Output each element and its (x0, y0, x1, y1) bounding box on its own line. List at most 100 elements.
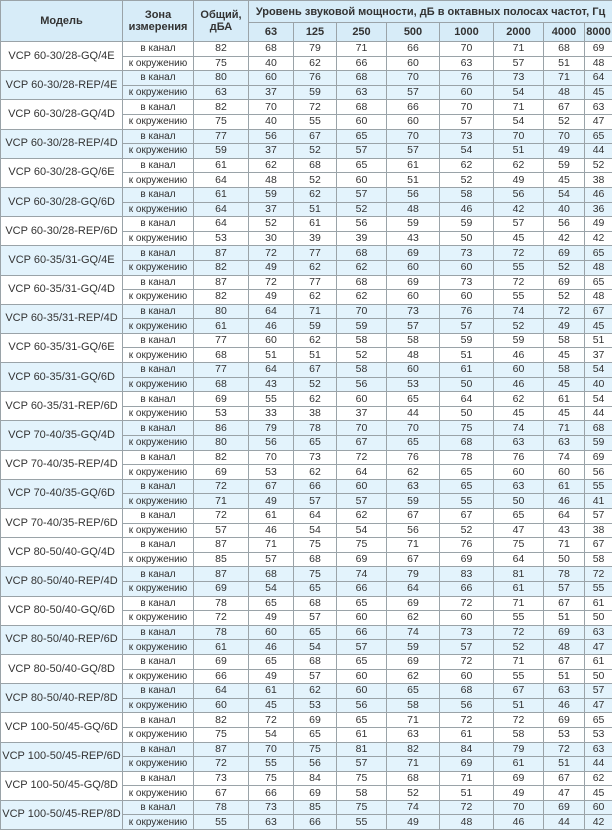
band-250-cell: 60 (336, 172, 387, 188)
total-dba-cell: 77 (193, 362, 249, 378)
band-125-cell: 66 (293, 478, 337, 495)
model-cell: VCP 80-50/40-GQ/8D (0, 653, 123, 685)
band-63-cell: 65 (248, 653, 294, 670)
table-header: Модель Зона измерения Общий, дБА Уровень… (0, 0, 612, 42)
band-125-cell: 75 (293, 566, 337, 582)
band-63-cell: 55 (248, 756, 294, 772)
band-4000-cell: 45 (543, 405, 585, 422)
band-63-cell: 63 (248, 814, 294, 830)
zone-cell: в канал (122, 712, 194, 728)
zone-cell: в канал (122, 653, 194, 670)
total-dba-cell: 87 (193, 245, 249, 261)
band-125-cell: 39 (293, 230, 337, 247)
zone-cell: в канал (122, 741, 194, 758)
band-125-cell: 65 (293, 435, 337, 451)
band-63-cell: 49 (248, 259, 294, 276)
band-2000-cell: 54 (493, 84, 544, 101)
table-row: к окружению 85 57 68 69 67 69 64 50 58 (1, 551, 612, 568)
total-dba-cell: 77 (193, 128, 249, 145)
band-2000-cell: 70 (493, 128, 544, 145)
band-4000-cell: 46 (543, 493, 585, 509)
band-500-cell: 56 (386, 186, 440, 203)
band-63-cell: 46 (248, 318, 294, 334)
band-8000-cell: 69 (583, 41, 612, 57)
band-8000-cell: 40 (583, 376, 612, 393)
band-500-cell: 62 (386, 610, 440, 626)
zone-cell: в канал (122, 303, 194, 320)
band-8000-cell: 65 (583, 712, 612, 728)
model-cell: VCP 60-30/28-GQ/6E (0, 157, 123, 188)
total-dba-cell: 80 (193, 435, 249, 451)
band-125-cell: 79 (293, 41, 337, 57)
band-125-cell: 54 (293, 522, 337, 539)
band-125-cell: 68 (293, 653, 337, 670)
band-63-cell: 73 (248, 799, 294, 816)
model-cell: VCP 60-30/28-REP/4E (0, 70, 123, 101)
total-dba-cell: 69 (193, 580, 249, 597)
band-8000-cell: 67 (583, 303, 612, 320)
band-4000-cell: 51 (543, 55, 585, 72)
band-63-cell: 40 (248, 113, 294, 130)
band-8000-cell: 65 (583, 128, 612, 145)
band-2000-cell: 70 (493, 799, 544, 816)
band-2000-cell: 72 (493, 624, 544, 641)
band-250-cell: 65 (336, 712, 387, 728)
band-250-cell: 60 (336, 668, 387, 685)
band-63-cell: 70 (248, 449, 294, 466)
table-row: к окружению 53 33 38 37 44 50 45 45 44 (1, 405, 612, 422)
band-500-cell: 71 (386, 756, 440, 772)
band-63-cell: 65 (248, 595, 294, 612)
model-cell: VCP 80-50/40-REP/8D (0, 683, 123, 714)
zone-cell: в канал (122, 99, 194, 115)
band-8000-cell: 45 (583, 318, 612, 334)
band-1000-cell: 52 (439, 172, 494, 188)
band-4000-cell: 56 (543, 216, 585, 232)
band-125-cell: 52 (293, 143, 337, 159)
total-dba-cell: 63 (193, 84, 249, 101)
band-2000-cell: 55 (493, 668, 544, 685)
band-63-cell: 49 (248, 289, 294, 305)
band-2000-cell: 58 (493, 726, 544, 743)
band-8000-cell: 50 (583, 610, 612, 626)
band-500-cell: 67 (386, 508, 440, 524)
band-500-cell: 58 (386, 332, 440, 349)
table-row: к окружению 80 56 65 67 65 68 63 63 59 (1, 435, 612, 451)
band-1000-cell: 61 (439, 362, 494, 378)
band-250-cell: 60 (336, 113, 387, 130)
band-2000-cell: 46 (493, 347, 544, 364)
band-4000-cell: 72 (543, 741, 585, 758)
band-250-cell: 58 (336, 362, 387, 378)
model-cell: VCP 60-30/28-GQ/4D (0, 99, 123, 130)
zone-cell: к окружению (122, 143, 194, 159)
model-cell: VCP 100-50/45-REP/6D (0, 741, 123, 772)
zone-cell: к окружению (122, 318, 194, 334)
band-250-cell: 37 (336, 405, 387, 422)
band-250-cell: 57 (336, 186, 387, 203)
band-4000-cell: 48 (543, 639, 585, 655)
header-band-500: 500 (386, 22, 440, 42)
zone-cell: к окружению (122, 580, 194, 597)
band-2000-cell: 52 (493, 318, 544, 334)
band-63-cell: 71 (248, 537, 294, 553)
model-cell: VCP 60-30/28-REP/4D (0, 128, 123, 159)
band-1000-cell: 67 (439, 508, 494, 524)
band-125-cell: 51 (293, 201, 337, 218)
band-8000-cell: 48 (583, 259, 612, 276)
zone-cell: к окружению (122, 464, 194, 480)
band-1000-cell: 72 (439, 595, 494, 612)
table-row: VCP 80-50/40-GQ/6D в канал 78 65 68 65 69 72 71 6… (0, 595, 612, 626)
band-2000-cell: 57 (493, 216, 544, 232)
table-row: к окружению 66 49 57 60 62 60 55 51 50 (1, 668, 612, 685)
band-4000-cell: 52 (543, 113, 585, 130)
band-250-cell: 56 (336, 216, 387, 232)
band-125-cell: 62 (293, 289, 337, 305)
band-4000-cell: 78 (543, 566, 585, 582)
band-500-cell: 74 (386, 799, 440, 816)
band-2000-cell: 72 (493, 712, 544, 728)
band-8000-cell: 54 (583, 391, 612, 407)
zone-cell: в канал (122, 537, 194, 553)
band-1000-cell: 55 (439, 493, 494, 509)
band-125-cell: 65 (293, 580, 337, 597)
band-4000-cell: 46 (543, 697, 585, 714)
